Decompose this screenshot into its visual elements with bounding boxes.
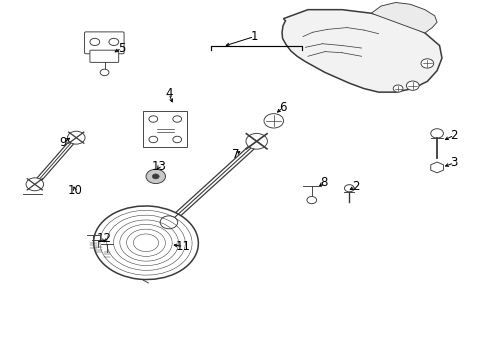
Text: 5: 5: [118, 41, 125, 54]
Circle shape: [172, 116, 181, 122]
Text: 13: 13: [151, 160, 166, 173]
Polygon shape: [430, 162, 443, 173]
Circle shape: [160, 216, 177, 229]
Ellipse shape: [93, 206, 198, 280]
Circle shape: [392, 85, 402, 92]
Text: 2: 2: [449, 129, 457, 142]
FancyBboxPatch shape: [90, 50, 119, 62]
Circle shape: [149, 116, 158, 122]
Text: 8: 8: [319, 176, 326, 189]
Text: 2: 2: [351, 180, 359, 193]
Circle shape: [100, 69, 109, 76]
Circle shape: [420, 59, 433, 68]
Polygon shape: [370, 3, 436, 33]
Text: 9: 9: [59, 136, 67, 149]
Circle shape: [67, 131, 85, 144]
Text: 7: 7: [231, 148, 239, 161]
Text: 12: 12: [96, 231, 111, 244]
Text: 3: 3: [449, 156, 457, 169]
Text: 1: 1: [250, 30, 258, 43]
Circle shape: [109, 39, 119, 45]
Circle shape: [90, 39, 100, 45]
Circle shape: [172, 136, 181, 143]
Text: 6: 6: [278, 101, 285, 114]
Polygon shape: [282, 10, 441, 92]
Circle shape: [306, 197, 316, 204]
Text: 10: 10: [67, 184, 82, 197]
Circle shape: [406, 81, 418, 90]
Circle shape: [149, 136, 158, 143]
Circle shape: [245, 134, 267, 149]
Circle shape: [430, 129, 443, 138]
Circle shape: [344, 185, 353, 192]
Circle shape: [264, 114, 283, 128]
FancyBboxPatch shape: [143, 111, 187, 147]
Circle shape: [26, 178, 43, 191]
Text: 11: 11: [176, 240, 191, 253]
Circle shape: [152, 174, 159, 179]
Text: 4: 4: [165, 87, 172, 100]
FancyBboxPatch shape: [84, 32, 124, 54]
Circle shape: [146, 169, 165, 184]
